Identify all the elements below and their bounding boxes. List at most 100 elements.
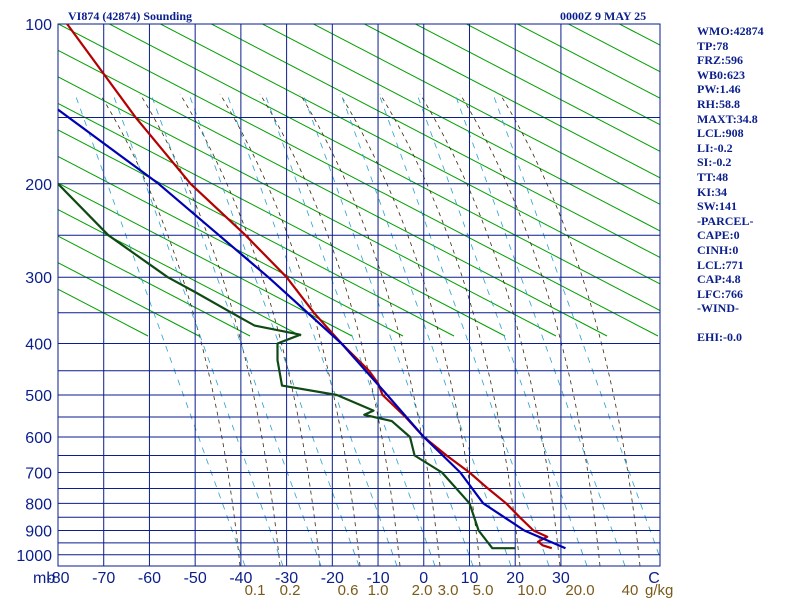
temperature-tick-label: -10 (366, 570, 389, 587)
sidebar-line: -WIND- (697, 301, 739, 316)
dry-adiabat-line (58, 182, 353, 337)
moist-adiabat-line (379, 93, 521, 566)
temperature-tick-label: 0 (419, 570, 428, 587)
sidebar-line: LCL:908 (697, 126, 744, 141)
dry-adiabat-line (58, 208, 302, 337)
mixing-ratio-line (492, 93, 660, 559)
sounding-traces (58, 24, 566, 550)
moist-adiabat-line (499, 93, 641, 566)
adiabat-lines (58, 24, 660, 566)
mixing-ratio-label: 40 (622, 582, 639, 599)
sidebar-line: -PARCEL- (697, 213, 754, 228)
pressure-unit-label: mb (33, 570, 55, 587)
temperature-tick-label: 20 (506, 570, 524, 587)
pressure-tick-label: 700 (25, 466, 52, 483)
mixing-ratio-label: 3.0 (438, 582, 459, 599)
temperature-tick-label: -80 (46, 570, 69, 587)
mixing-ratio-label: 10.0 (517, 582, 546, 599)
mixing-ratio-line (378, 93, 550, 566)
chart-title: VI874 (42874) Sounding (68, 9, 193, 23)
dry-adiabat-line (159, 24, 660, 285)
dry-adiabat-line (567, 24, 660, 73)
mixing-ratio-label: 1.0 (368, 582, 389, 599)
mixing-ratio-line (340, 93, 512, 566)
plot-frame (57, 23, 661, 567)
sounding-trace-0 (66, 24, 553, 550)
chart-grid (57, 23, 661, 567)
mixing-ratio-line (226, 93, 398, 566)
moist-adiabat-line (339, 93, 481, 566)
mixing-ratio-label: 0.6 (338, 582, 359, 599)
temperature-tick-label: -40 (229, 570, 252, 587)
sidebar-line: SW:141 (697, 199, 738, 214)
pressure-tick-label: 300 (25, 270, 52, 287)
chart-timestamp: 0000Z 9 MAY 25 (560, 9, 647, 23)
moist-adiabat-line (179, 93, 321, 566)
sounding-trace-1 (58, 108, 566, 550)
sidebar-line: CAP:4.8 (697, 272, 741, 287)
dry-adiabat-line (58, 24, 659, 337)
dry-adiabat-line (210, 24, 660, 258)
temperature-unit-label: C (648, 570, 660, 587)
sidebar-line: FRZ:596 (697, 53, 743, 68)
mixing-ratio-label: 5.0 (473, 582, 494, 599)
pressure-tick-label: 800 (25, 496, 52, 513)
dry-adiabat-line (465, 24, 660, 126)
sidebar-line: WMO:42874 (697, 24, 764, 38)
sidebar-line: WB0:623 (697, 67, 745, 82)
sidebar-line: LI:-0.2 (697, 140, 733, 155)
pressure-tick-label: 400 (25, 337, 52, 354)
mixing-ratio-line (454, 93, 626, 566)
pressure-tick-label: 900 (25, 523, 52, 540)
dry-adiabat-line (261, 24, 660, 232)
sidebar-line: LFC:766 (697, 286, 743, 301)
sidebar-line: EHI:-0.0 (697, 330, 742, 345)
temperature-tick-label: -50 (184, 570, 207, 587)
pressure-tick-label: 200 (25, 177, 52, 194)
mixing-ratio-unit-label: g/kg (645, 582, 673, 599)
moist-adiabat-line (99, 93, 241, 566)
sidebar-line: TP:78 (697, 38, 729, 53)
sidebar-line: KI:34 (697, 184, 727, 199)
mixing-ratio-label: 20.0 (565, 582, 594, 599)
dry-adiabat-line (58, 129, 455, 337)
dry-adiabat-line (58, 235, 251, 337)
sidebar-line: SI:-0.2 (697, 155, 732, 170)
pressure-tick-label: 100 (25, 17, 52, 34)
dry-adiabat-line (108, 24, 660, 312)
sidebar-line: LCL:771 (697, 257, 744, 272)
dry-adiabat-line (58, 76, 557, 337)
sidebar-line: PW:1.46 (697, 82, 741, 97)
dry-adiabat-line (516, 24, 660, 99)
mixing-ratio-line (112, 93, 284, 566)
moist-adiabat-line (139, 93, 281, 566)
dry-adiabat-line (58, 155, 404, 337)
dry-adiabat-line (58, 288, 149, 337)
pressure-tick-label: 600 (25, 430, 52, 447)
moist-adiabat-line (299, 93, 441, 566)
moist-adiabat-line (419, 93, 561, 566)
sidebar-line: TT:48 (697, 169, 729, 184)
mixing-ratio-line (150, 93, 322, 566)
temperature-tick-label: -20 (321, 570, 344, 587)
temperature-tick-label: 30 (552, 570, 570, 587)
dry-adiabat-line (363, 24, 660, 179)
dry-adiabat-line (312, 24, 660, 205)
sounding-indices-panel: WMO:42874 TP:78 FRZ:596 WB0:623 PW:1.46 RH:58… (697, 24, 797, 345)
dry-adiabat-line (58, 102, 506, 337)
pressure-tick-label: 1000 (16, 548, 52, 565)
dry-adiabat-line (58, 49, 608, 337)
mixing-ratio-line (74, 93, 246, 566)
sounding-trace-2 (58, 183, 516, 550)
mixing-ratio-label: 0.1 (245, 582, 266, 599)
temperature-tick-label: 10 (461, 570, 479, 587)
temperature-tick-label: -30 (275, 570, 298, 587)
sidebar-line: MAXT:34.8 (697, 111, 758, 126)
mixing-ratio-label: 0.2 (280, 582, 301, 599)
sidebar-line: CAPE:0 (697, 228, 740, 243)
dry-adiabat-line (414, 24, 660, 152)
sidebar-line: RH:58.8 (697, 96, 740, 111)
temperature-tick-label: -60 (138, 570, 161, 587)
